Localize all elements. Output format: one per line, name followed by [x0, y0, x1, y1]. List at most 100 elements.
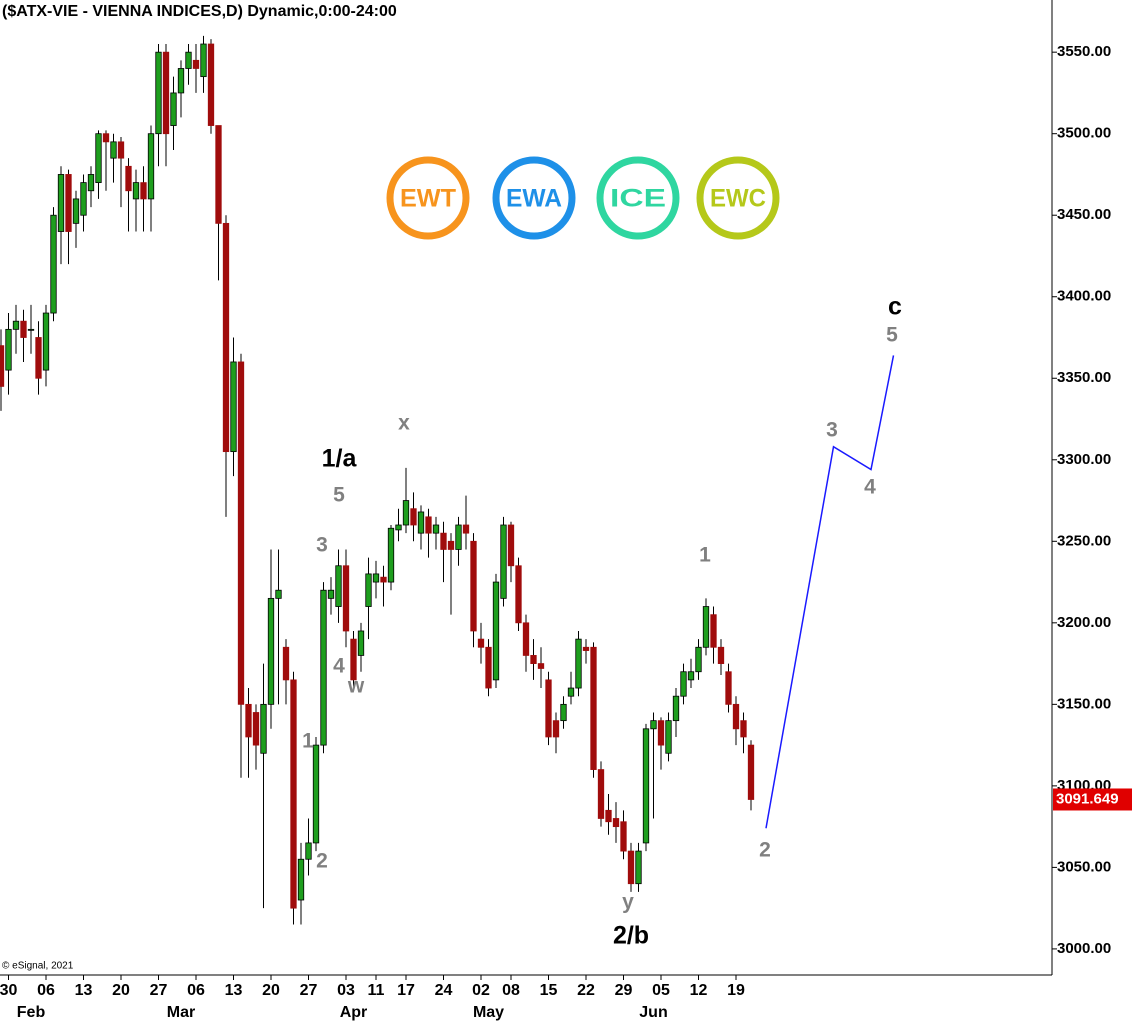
candle-body: [222, 222, 230, 453]
candle-body: [192, 59, 200, 69]
x-tick-label: 30: [0, 982, 18, 999]
candle-body: [492, 581, 500, 681]
candle-body: [462, 524, 470, 534]
candle-body: [657, 720, 665, 746]
candle-body: [237, 361, 245, 705]
month-label: May: [473, 1004, 504, 1021]
wave-label: 5: [886, 324, 898, 347]
candle-body: [162, 51, 170, 135]
last-price-box: [1053, 788, 1132, 811]
candle-body: [612, 818, 620, 828]
x-tick-label: 13: [225, 982, 243, 999]
x-tick-label: 13: [75, 982, 93, 999]
x-tick-label: 03: [337, 982, 355, 999]
x-tick-label: 08: [502, 982, 520, 999]
candle-body: [507, 524, 515, 567]
month-label: Feb: [17, 1004, 46, 1021]
candle-body: [312, 744, 320, 844]
month-label: Jun: [639, 1004, 667, 1021]
copyright: © eSignal, 2021: [2, 961, 74, 972]
x-tick-label: 17: [397, 982, 415, 999]
x-tick-label: 27: [300, 982, 318, 999]
candle-body: [605, 809, 612, 823]
y-tick-label: 3000.00: [1057, 940, 1111, 957]
candle-body: [110, 141, 117, 159]
candle-body: [132, 182, 140, 200]
candle-body: [35, 337, 42, 379]
candle-body: [417, 511, 425, 534]
candle-body: [522, 622, 530, 656]
candle-body: [402, 500, 410, 526]
candle-body: [357, 630, 365, 656]
last-price-label: 3091.649: [1056, 790, 1119, 807]
candle-body: [635, 850, 642, 885]
candle-body: [27, 328, 35, 331]
candle-body: [327, 589, 335, 599]
wave-label: 3: [316, 534, 328, 557]
candle-body: [95, 133, 102, 184]
candle-body: [567, 687, 575, 697]
candle-body: [297, 858, 305, 901]
x-tick-label: 27: [150, 982, 168, 999]
candle-body: [477, 638, 485, 648]
x-tick-label: 06: [37, 982, 55, 999]
candle-body: [725, 671, 732, 705]
candle-body: [117, 141, 125, 159]
candle-body: [642, 728, 650, 844]
logo-ring: [492, 156, 576, 240]
candle-body: [710, 614, 717, 648]
wave-label: 1: [699, 544, 711, 567]
candle-body: [215, 125, 222, 224]
x-tick-label: 12: [690, 982, 708, 999]
wave-label: 1/a: [322, 445, 358, 473]
x-tick-label: 06: [187, 982, 205, 999]
candle-body: [72, 198, 80, 224]
candle-body: [305, 842, 312, 860]
projection-line: [765, 355, 895, 829]
candle-body: [290, 679, 297, 909]
wave-label: 4: [864, 476, 876, 499]
candle-body: [425, 516, 432, 534]
logo-ring: [696, 156, 780, 240]
candle-body: [387, 527, 395, 583]
candle-body: [747, 744, 755, 800]
y-tick-label: 3050.00: [1057, 858, 1111, 875]
x-tick-label: 05: [652, 982, 670, 999]
candle-body: [57, 174, 65, 232]
candle-body: [702, 606, 710, 648]
candle-body: [597, 769, 605, 819]
candle-body: [125, 165, 132, 192]
candle-body: [185, 51, 192, 69]
wave-label: w: [347, 675, 365, 698]
candle-body: [410, 508, 417, 526]
x-tick-label: 20: [262, 982, 280, 999]
x-tick-label: 02: [472, 982, 490, 999]
y-tick-label: 3350.00: [1057, 369, 1111, 386]
candle-body: [680, 671, 687, 697]
candle-body: [627, 850, 635, 885]
chart-title: ($ATX-VIE - VIENNA INDICES,D) Dynamic,0:…: [2, 3, 397, 20]
candle-body: [732, 703, 740, 730]
candle-body: [80, 182, 87, 216]
y-tick-label: 3500.00: [1057, 125, 1111, 142]
candle-body: [275, 589, 282, 599]
candle-body: [252, 712, 260, 746]
candle-body: [87, 174, 95, 192]
candle-body: [455, 524, 462, 550]
candle-body: [245, 703, 252, 738]
candle-body: [650, 720, 657, 730]
x-tick-label: 19: [727, 982, 745, 999]
y-tick-label: 3450.00: [1057, 206, 1111, 223]
candle-body: [155, 51, 162, 135]
candle-body: [500, 524, 507, 599]
logo-ring: [386, 156, 470, 240]
wave-label: 5: [333, 484, 345, 507]
candle-body: [447, 540, 455, 550]
candle-body: [177, 68, 185, 94]
candle-body: [365, 573, 372, 607]
candle-body: [50, 214, 57, 314]
x-tick-label: 29: [615, 982, 633, 999]
candle-body: [665, 720, 672, 754]
candle-body: [515, 565, 522, 624]
candle-body: [687, 671, 695, 681]
